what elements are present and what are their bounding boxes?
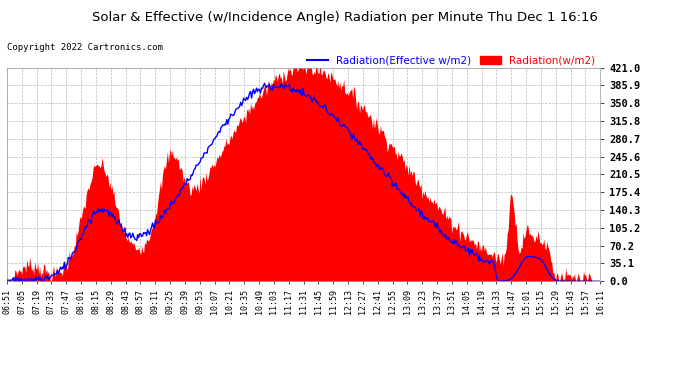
Text: Copyright 2022 Cartronics.com: Copyright 2022 Cartronics.com: [7, 43, 163, 52]
Legend: Radiation(Effective w/m2), Radiation(w/m2): Radiation(Effective w/m2), Radiation(w/m…: [307, 56, 595, 66]
Text: Solar & Effective (w/Incidence Angle) Radiation per Minute Thu Dec 1 16:16: Solar & Effective (w/Incidence Angle) Ra…: [92, 11, 598, 24]
